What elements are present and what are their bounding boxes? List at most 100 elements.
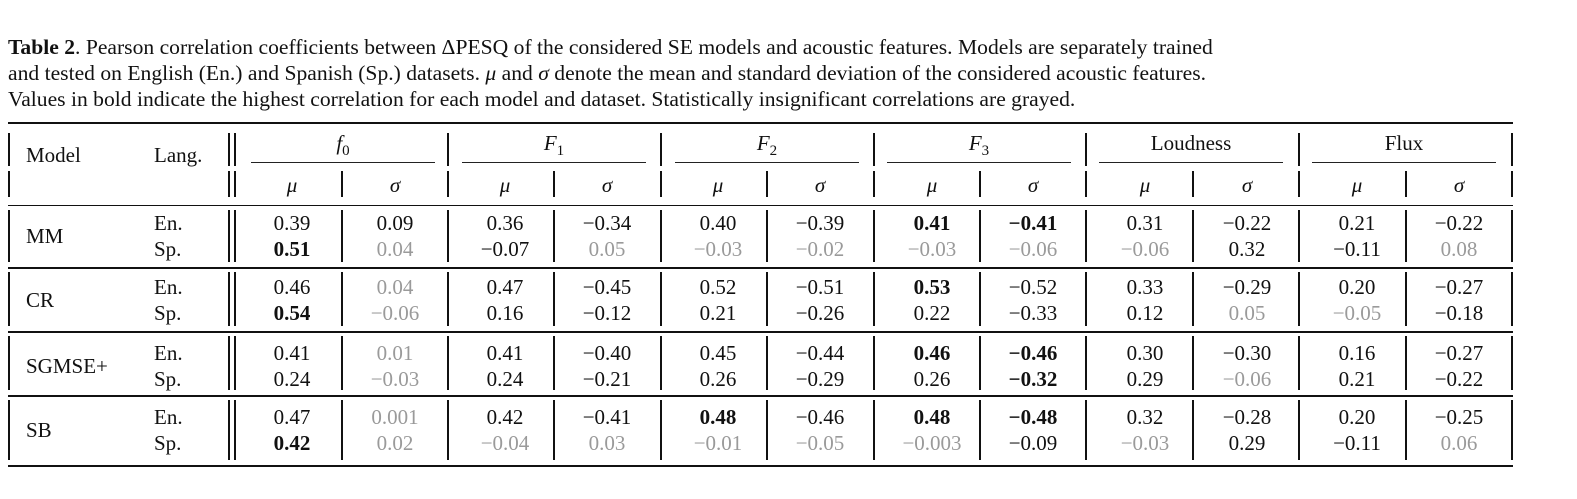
table-vline-2-6 <box>873 210 875 262</box>
header-stat-11: σ <box>1453 173 1465 197</box>
table-cell: 0.21 <box>699 301 737 325</box>
table-vline-4-1 <box>341 336 343 390</box>
table-double-vline-4-0 <box>228 336 230 390</box>
table-rule-5 <box>8 465 1513 468</box>
lang-label: Sp. <box>154 367 182 391</box>
table-cell: 0.02 <box>376 431 414 455</box>
table-cell: 0.42 <box>486 405 524 429</box>
table-cell: −0.05 <box>1332 301 1382 325</box>
table-vline-5-10 <box>1298 400 1300 460</box>
table-cell: 0.04 <box>376 237 414 261</box>
table-double-vline-2-1 <box>234 210 236 262</box>
table-double-vline-3-1 <box>234 272 236 326</box>
table-vline-5-4 <box>660 400 662 460</box>
header-stat-10: μ <box>1351 173 1363 197</box>
header-stat-1: σ <box>389 173 401 197</box>
table-cell: −0.45 <box>582 275 632 299</box>
table-cell: −0.06 <box>370 301 420 325</box>
table-cell: −0.22 <box>1434 367 1484 391</box>
table-cell: −0.02 <box>795 237 845 261</box>
caption-text-2c: denote the mean and standard deviation o… <box>548 61 1207 85</box>
table-cell: 0.36 <box>486 211 524 235</box>
header-feature-3: F3 <box>968 131 990 160</box>
table-vline-0-6 <box>873 133 875 166</box>
table-vline-5-6 <box>873 400 875 460</box>
table-rule-3 <box>8 331 1513 333</box>
table-vline-1-9 <box>1192 171 1194 197</box>
table-cell: −0.22 <box>1434 211 1484 235</box>
table-cell: −0.05 <box>795 431 845 455</box>
table-cell: 0.39 <box>273 211 311 235</box>
table-cell: 0.16 <box>1338 341 1376 365</box>
table-vline-2-1 <box>341 210 343 262</box>
table-vline-2-5 <box>766 210 768 262</box>
header-stat-3: σ <box>601 173 613 197</box>
table-cell: 0.41 <box>913 211 951 235</box>
table-cell: 0.20 <box>1338 275 1376 299</box>
header-stat-8: μ <box>1139 173 1151 197</box>
table-vline-4-7 <box>979 336 981 390</box>
table-vline-4-6 <box>873 336 875 390</box>
table-cell: −0.27 <box>1434 275 1484 299</box>
table-cell: 0.47 <box>486 275 524 299</box>
table-cell: 0.05 <box>1228 301 1266 325</box>
caption-line-1: Table 2. Pearson correlation coefficient… <box>8 34 1516 60</box>
table-rule-2 <box>8 267 1513 269</box>
table-vline-2-3 <box>553 210 555 262</box>
table-vline-5-11 <box>1405 400 1407 460</box>
header-stat-7: σ <box>1027 173 1039 197</box>
header-feature-5: Flux <box>1384 131 1424 155</box>
table-cell: −0.30 <box>1222 341 1272 365</box>
table-cell: 0.24 <box>486 367 524 391</box>
table-vline-4-8 <box>1085 336 1087 390</box>
table-caption: Table 2. Pearson correlation coefficient… <box>8 34 1516 112</box>
header-stat-2: μ <box>499 173 511 197</box>
table-cell: 0.51 <box>273 237 311 261</box>
table-vline-3-7 <box>979 272 981 326</box>
table-cell: −0.51 <box>795 275 845 299</box>
table-cell: −0.41 <box>582 405 632 429</box>
table-vline-3-8 <box>1085 272 1087 326</box>
table-vline-0-12 <box>1511 133 1513 166</box>
table-cell: 0.54 <box>273 301 311 325</box>
table-cell: −0.44 <box>795 341 845 365</box>
header-model: Model <box>26 143 81 167</box>
header-stat-0: μ <box>286 173 298 197</box>
table-double-vline-3-0 <box>228 272 230 326</box>
lang-label: En. <box>154 211 183 235</box>
table-cell: 0.32 <box>1228 237 1266 261</box>
table-vline-5-12 <box>1511 400 1513 460</box>
header-stat-4: μ <box>712 173 724 197</box>
table-cell: −0.22 <box>1222 211 1272 235</box>
table-vline-2-2 <box>447 210 449 262</box>
table-vline-3-9 <box>1192 272 1194 326</box>
table-cell: 0.09 <box>376 211 414 235</box>
header-underline-2 <box>675 162 859 164</box>
table-vline-left-4 <box>8 336 10 390</box>
table-cell: 0.12 <box>1126 301 1164 325</box>
table-cell: −0.46 <box>1008 341 1058 365</box>
table-vline-4-4 <box>660 336 662 390</box>
table-cell: −0.28 <box>1222 405 1272 429</box>
table-double-vline-5-1 <box>234 400 236 460</box>
table-vline-1-1 <box>341 171 343 197</box>
table-cell: −0.01 <box>693 431 743 455</box>
model-name-sb: SB <box>26 418 52 442</box>
header-stat-6: μ <box>926 173 938 197</box>
table-vline-5-1 <box>341 400 343 460</box>
table-cell: −0.04 <box>480 431 530 455</box>
table-cell: −0.03 <box>907 237 957 261</box>
table-double-vline-5-0 <box>228 400 230 460</box>
table-vline-3-6 <box>873 272 875 326</box>
table-cell: 0.21 <box>1338 367 1376 391</box>
table-cell: −0.39 <box>795 211 845 235</box>
table-double-vline-0-0 <box>228 133 230 166</box>
table-vline-2-8 <box>1085 210 1087 262</box>
table-vline-2-9 <box>1192 210 1194 262</box>
lang-label: En. <box>154 275 183 299</box>
table-cell: 0.48 <box>913 405 951 429</box>
table-vline-2-10 <box>1298 210 1300 262</box>
table-cell: −0.48 <box>1008 405 1058 429</box>
table-vline-1-11 <box>1405 171 1407 197</box>
table-cell: 0.46 <box>273 275 311 299</box>
